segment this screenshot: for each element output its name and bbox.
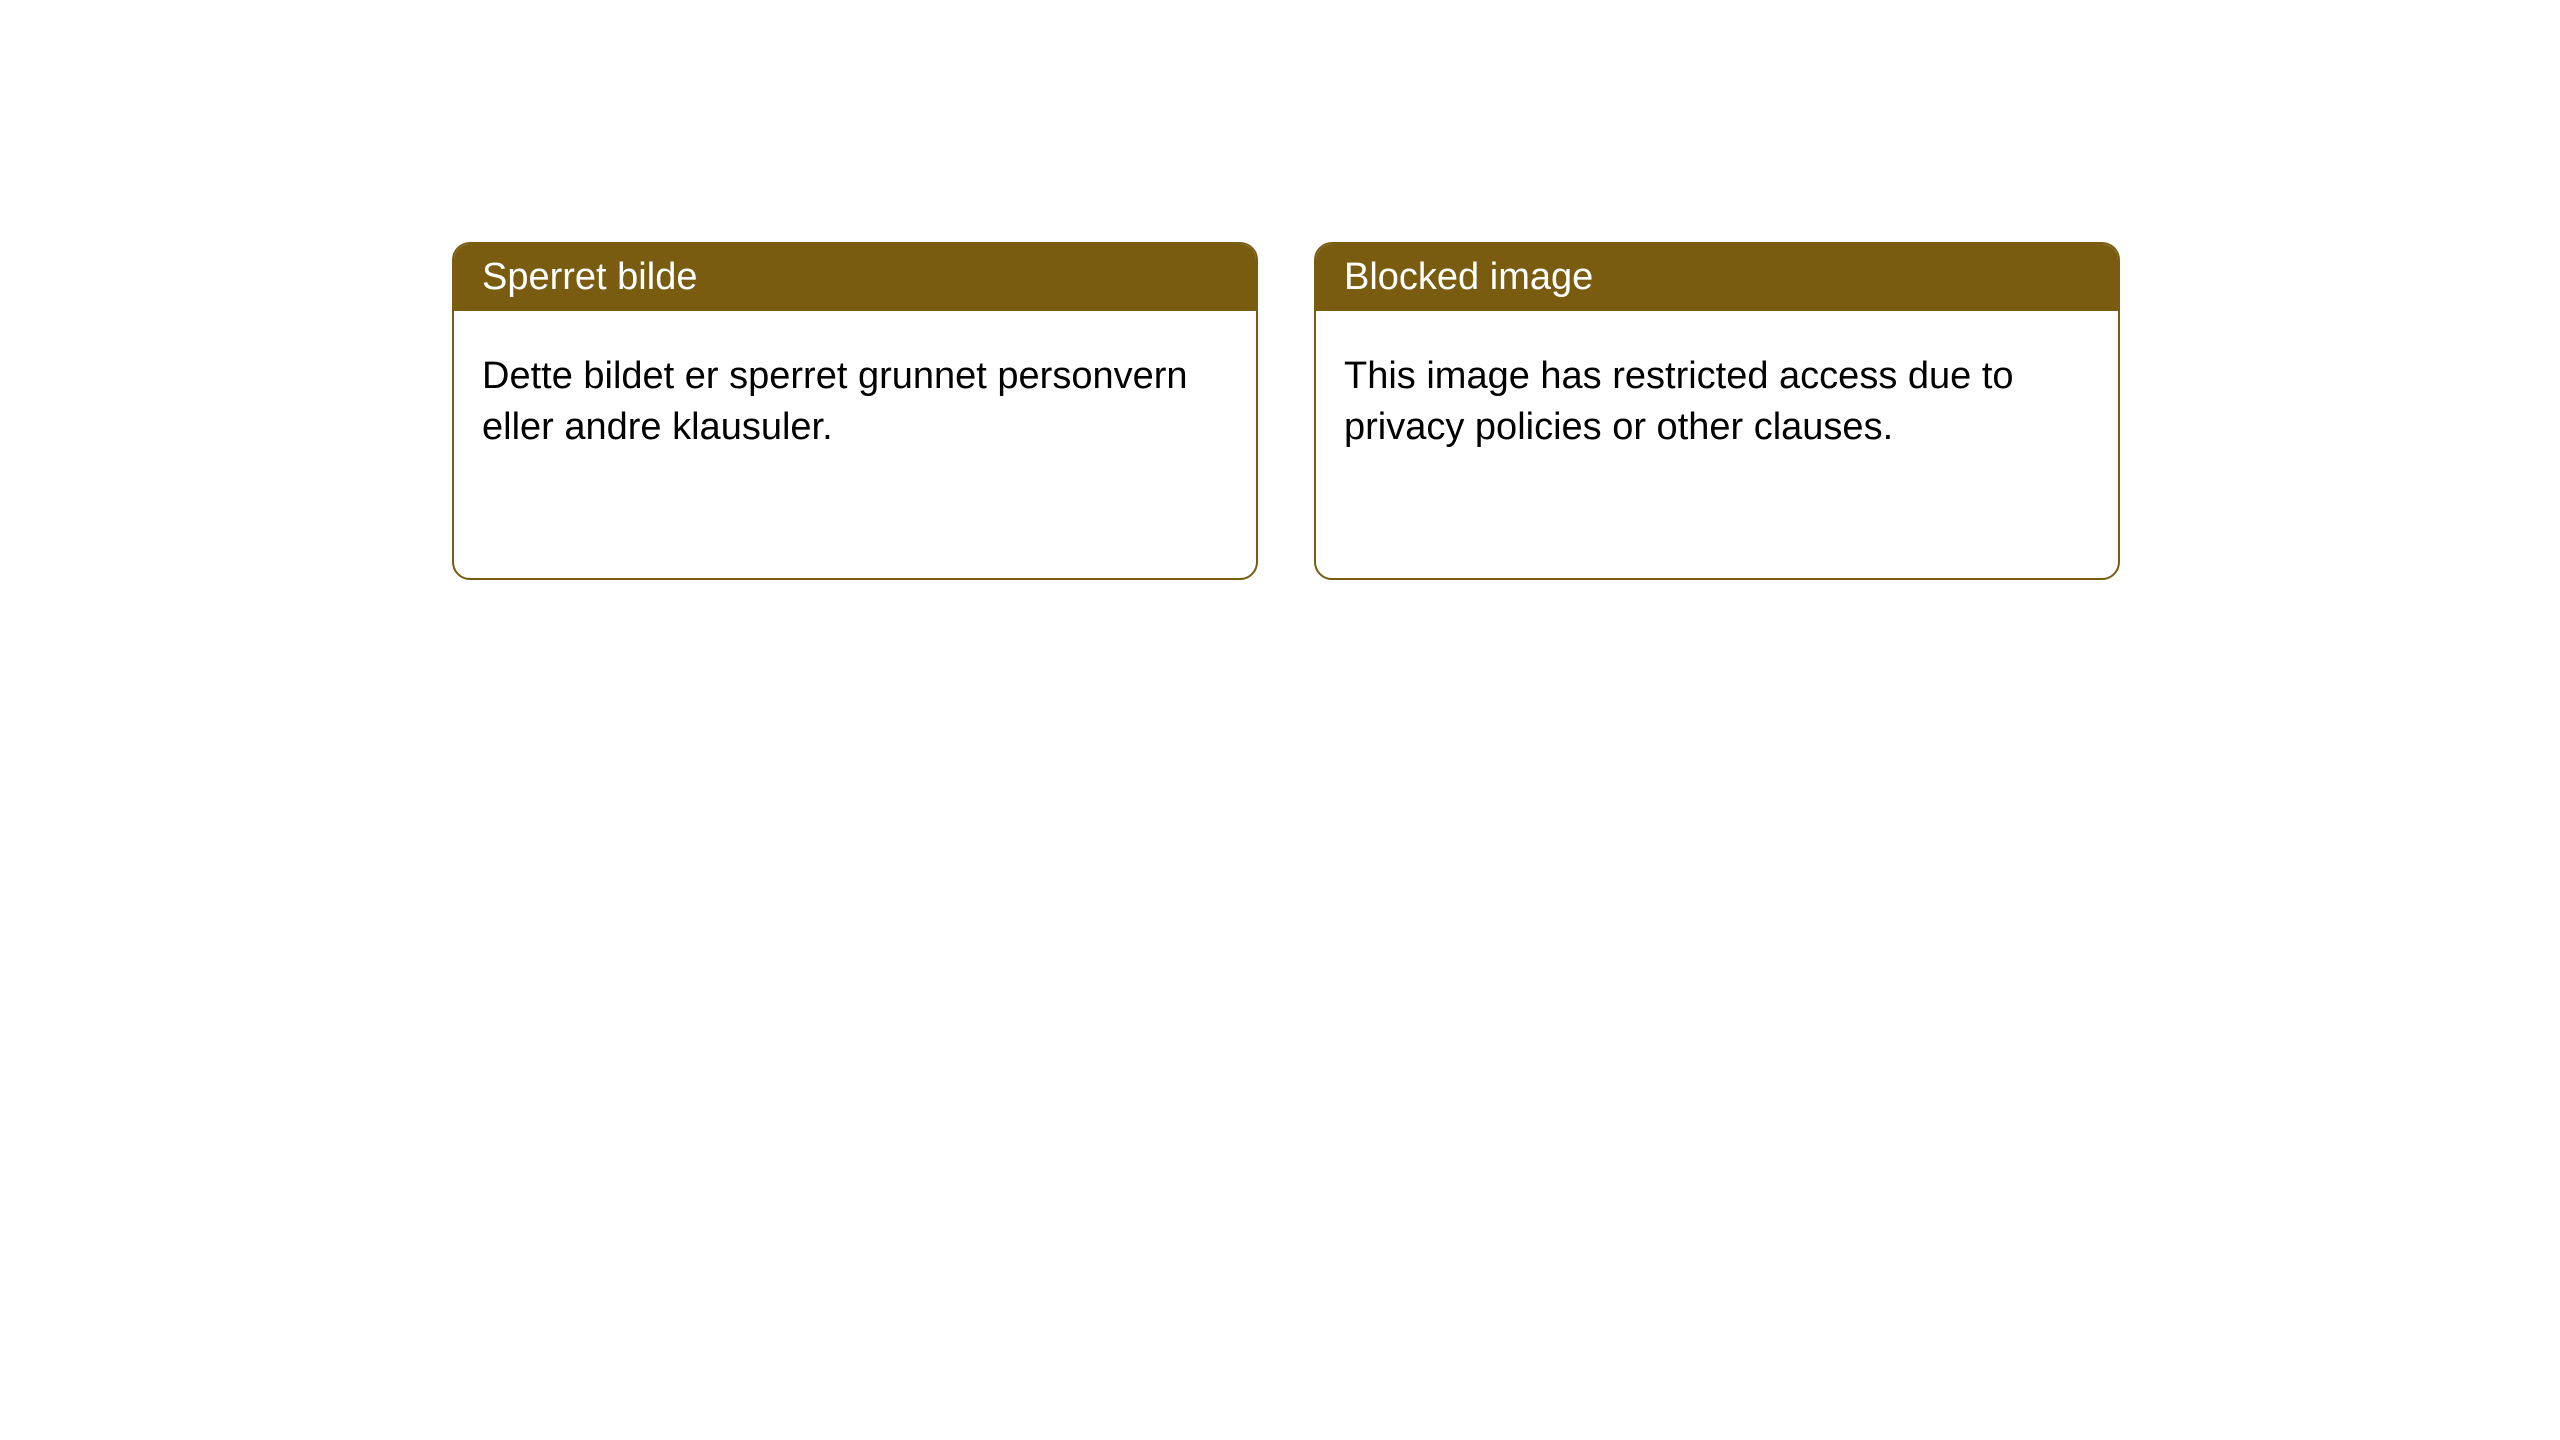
card-header: Sperret bilde xyxy=(454,244,1256,311)
card-title: Blocked image xyxy=(1344,256,1593,298)
notice-container: Sperret bilde Dette bildet er sperret gr… xyxy=(0,0,2560,580)
card-body: Dette bildet er sperret grunnet personve… xyxy=(454,311,1256,482)
card-message: Dette bildet er sperret grunnet personve… xyxy=(482,355,1188,448)
card-body: This image has restricted access due to … xyxy=(1316,311,2118,482)
blocked-image-card-en: Blocked image This image has restricted … xyxy=(1314,242,2120,580)
card-title: Sperret bilde xyxy=(482,256,697,298)
blocked-image-card-no: Sperret bilde Dette bildet er sperret gr… xyxy=(452,242,1258,580)
card-message: This image has restricted access due to … xyxy=(1344,355,2014,448)
card-header: Blocked image xyxy=(1316,244,2118,311)
